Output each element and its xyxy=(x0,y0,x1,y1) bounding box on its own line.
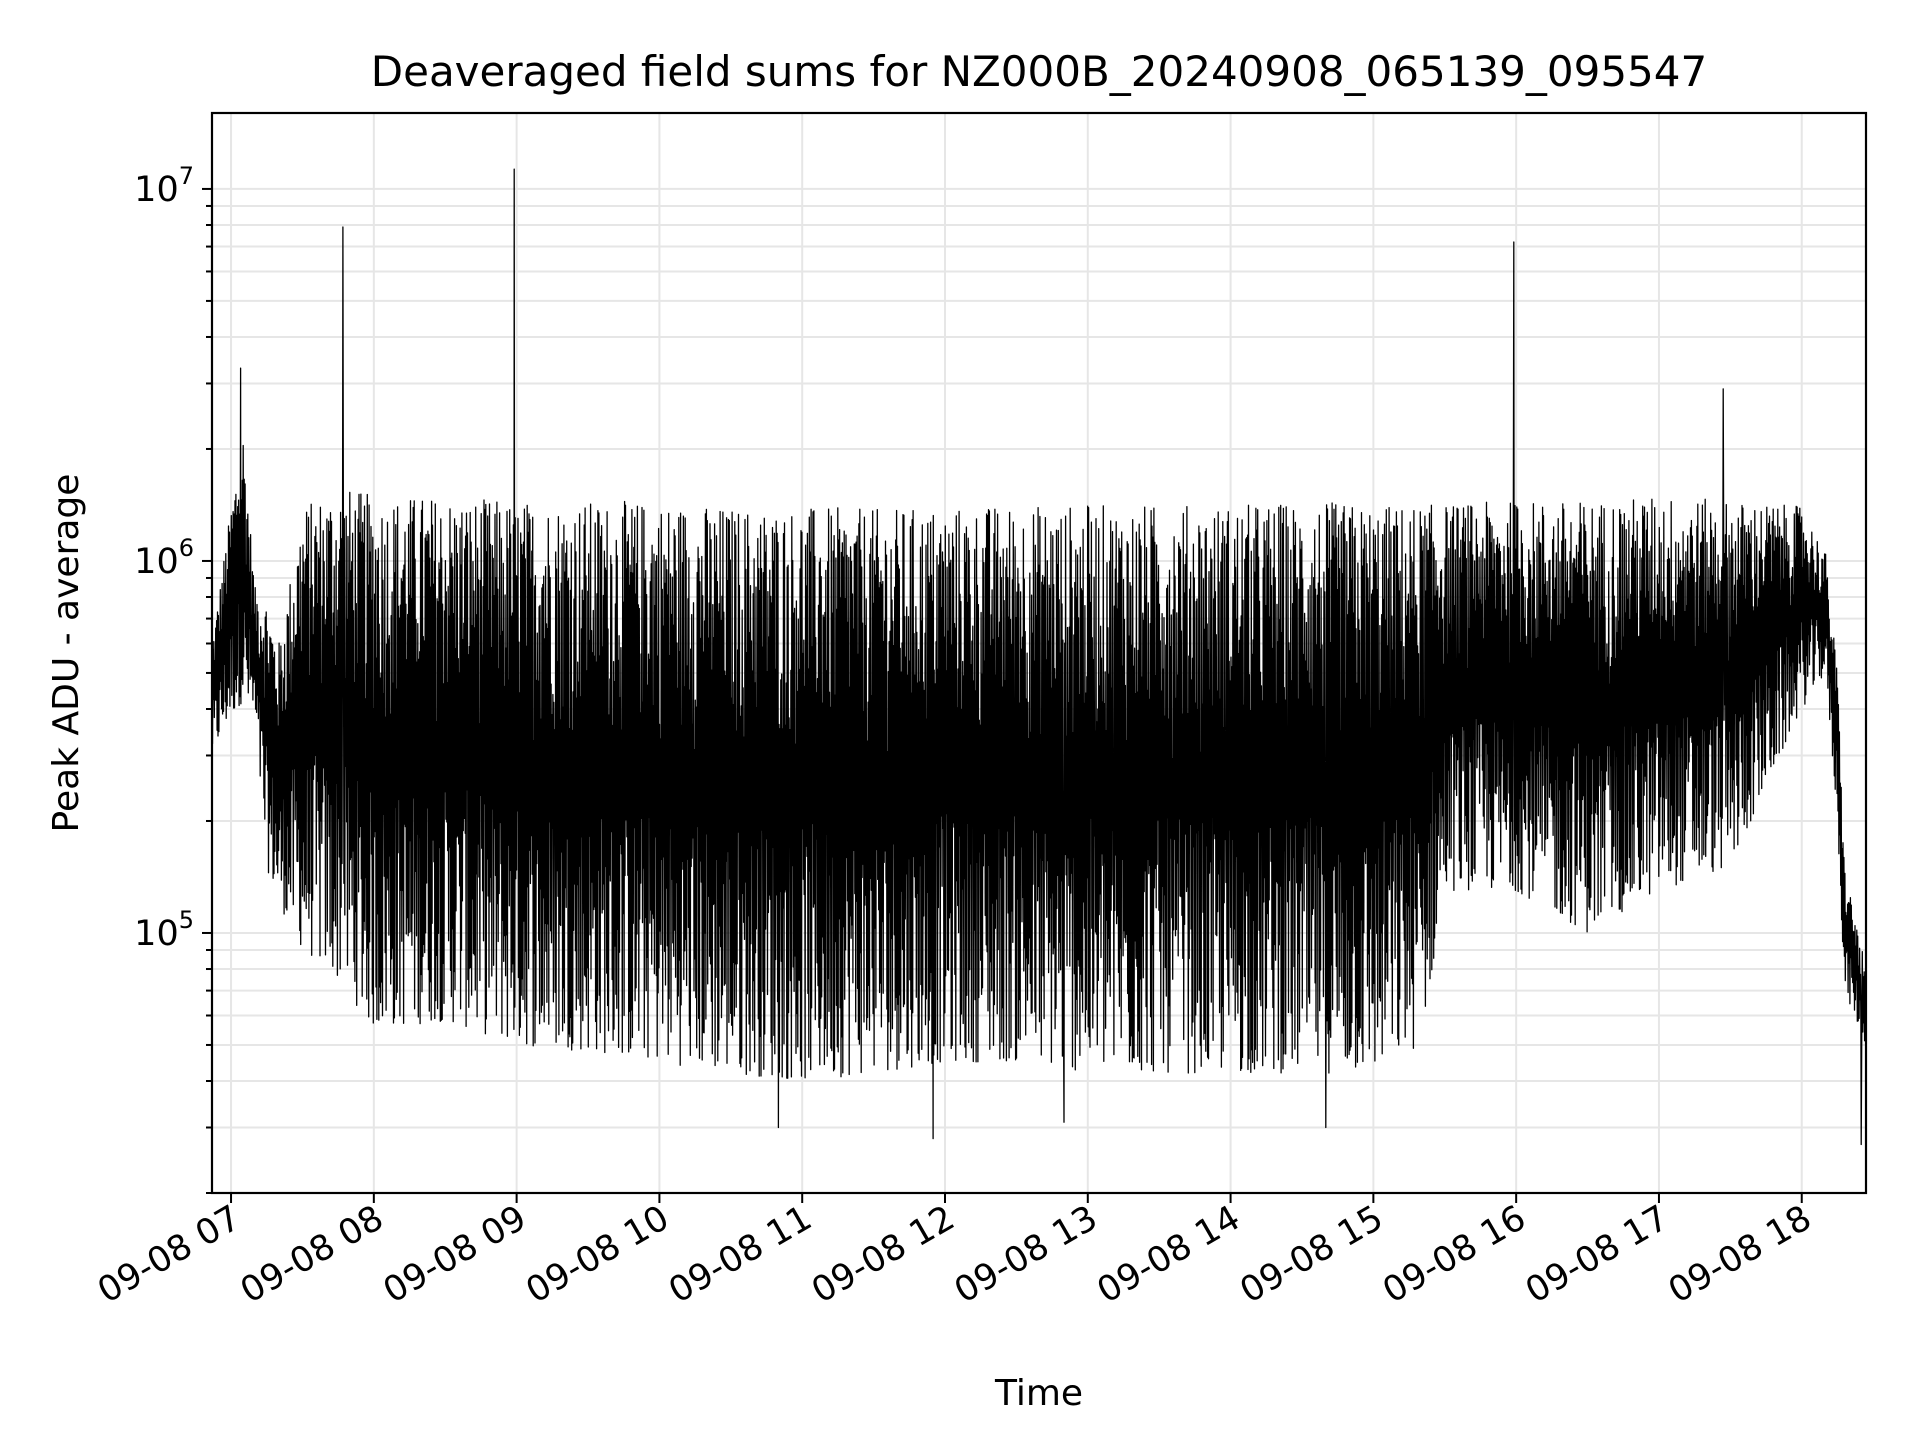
y-axis: 105 106 107 xyxy=(134,162,212,1194)
axes-frame xyxy=(210,111,1868,1195)
x-axis-label: Time xyxy=(994,1373,1083,1414)
series-line xyxy=(211,168,1867,1146)
y-tick-label: 106 xyxy=(134,534,194,582)
y-tick-label: 107 xyxy=(134,162,194,210)
y-tick-label: 105 xyxy=(134,906,194,954)
series-path xyxy=(211,168,1867,1146)
chart-title: Deaveraged field sums for NZ000B_2024090… xyxy=(371,47,1707,96)
y-axis-label: Peak ADU - average xyxy=(46,474,87,833)
